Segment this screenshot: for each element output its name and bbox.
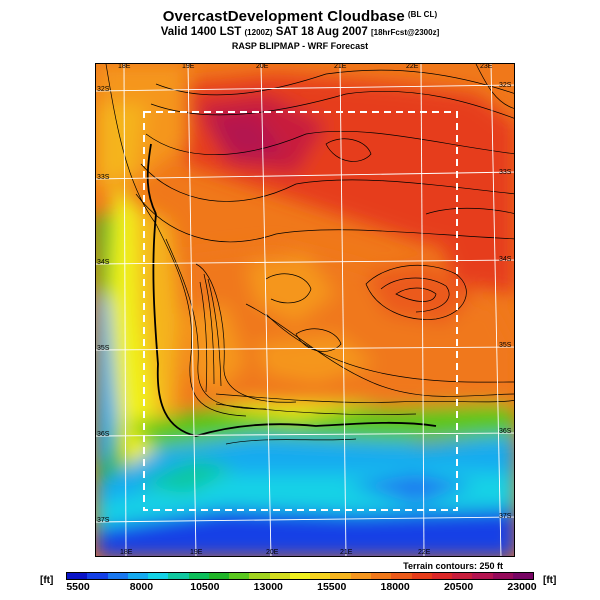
colorbar-swatch xyxy=(289,573,311,579)
right-lat-label: 32S xyxy=(499,82,512,89)
colorbar-swatch xyxy=(350,573,371,579)
top-lon-label: 22E xyxy=(406,63,419,70)
terrain-contours xyxy=(105,64,514,445)
bottom-lon-label: 18E xyxy=(120,549,133,556)
left-lat-label: 34S xyxy=(97,259,110,266)
bottom-lon-label: 20E xyxy=(266,549,279,556)
colorbar-tick-label: 20500 xyxy=(443,581,474,593)
top-lon-label: 20E xyxy=(256,63,269,70)
right-lat-label: 33S xyxy=(499,169,512,176)
colorbar-swatch xyxy=(249,573,270,579)
colorbar-swatch xyxy=(168,573,189,579)
bottom-lon-label: 22E xyxy=(418,549,431,556)
colorbar-tick-label: 13000 xyxy=(253,581,283,593)
top-lon-label: 23E xyxy=(480,63,493,70)
title-suffix: (BL CL) xyxy=(407,10,438,19)
valid-date: SAT 18 Aug 2007 xyxy=(275,26,368,38)
map-title: OvercastDevelopment Cloudbase (BL CL) xyxy=(0,8,600,25)
colorbar-swatch xyxy=(411,573,432,579)
colorbar-swatch xyxy=(431,573,453,579)
colorbar-swatch xyxy=(472,573,493,579)
colorbar-swatch xyxy=(127,573,149,579)
cloudbase-field xyxy=(96,64,514,556)
colorbar-swatch xyxy=(370,573,392,579)
left-lat-label: 33S xyxy=(97,174,110,181)
colorbar-swatch xyxy=(188,573,209,579)
valid-time-line: Valid 1400 LST (1200Z) SAT 18 Aug 2007 [… xyxy=(0,26,600,38)
valid-forecast: [18hrFcst@2300z] xyxy=(370,28,440,37)
colorbar-swatch xyxy=(148,573,169,579)
colorbar-swatch xyxy=(310,573,331,579)
colorbar-tick-label: 8000 xyxy=(129,581,154,593)
left-lat-label: 37S xyxy=(97,517,110,524)
colorbar-swatch xyxy=(107,573,128,579)
colorbar-swatch xyxy=(492,573,513,579)
colorbar-swatch xyxy=(67,573,88,579)
left-lat-label: 35S xyxy=(97,345,110,352)
model-line: RASP BLIPMAP - WRF Forecast xyxy=(231,41,369,51)
colorbar-swatch xyxy=(269,573,290,579)
colorbar-tick-label: 23000 xyxy=(507,581,537,593)
right-lat-label: 35S xyxy=(499,342,512,349)
right-lat-label: 36S xyxy=(499,428,512,435)
lat-lon-grid xyxy=(96,64,514,556)
bottom-lon-label: 19E xyxy=(190,549,203,556)
colorbar xyxy=(66,572,534,580)
colorbar-tick-label: 15500 xyxy=(317,581,347,593)
colorbar-swatch xyxy=(391,573,412,579)
map-frame: 18E 19E 20E 21E 22E 23E 18E 19E 20E 21E … xyxy=(95,63,515,557)
colorbar-swatch xyxy=(452,573,473,579)
colorbar-swatch xyxy=(229,573,250,579)
colorbar-unit-left: [ft] xyxy=(40,575,54,586)
colorbar-swatch xyxy=(208,573,230,579)
colorbar-swatch xyxy=(87,573,108,579)
colorbar-tick-label: 5500 xyxy=(66,581,90,593)
title-text: OvercastDevelopment Cloudbase xyxy=(162,8,405,25)
left-lat-label: 32S xyxy=(97,86,110,93)
top-lon-label: 19E xyxy=(182,63,195,70)
bottom-lon-label: 21E xyxy=(340,549,353,556)
colorbar-swatch xyxy=(330,573,351,579)
colorbar-unit-right: [ft] xyxy=(543,575,557,586)
left-lat-label: 36S xyxy=(97,431,110,438)
valid-prefix: Valid 1400 LST xyxy=(160,26,242,38)
right-lat-label: 37S xyxy=(499,513,512,520)
top-lon-label: 21E xyxy=(334,63,347,70)
cloudbase-map xyxy=(96,64,514,556)
colorbar-tick-label: 10500 xyxy=(190,581,220,593)
coastline xyxy=(146,143,437,437)
colorbar-swatch xyxy=(512,573,534,579)
right-lat-label: 34S xyxy=(499,256,512,263)
colorbar-tick-label: 18000 xyxy=(380,581,410,593)
valid-zulu: (1200Z) xyxy=(244,28,273,37)
terrain-contour-note: Terrain contours: 250 ft xyxy=(403,561,503,571)
top-lon-label: 18E xyxy=(118,63,131,70)
inner-domain-boundary xyxy=(143,111,458,511)
